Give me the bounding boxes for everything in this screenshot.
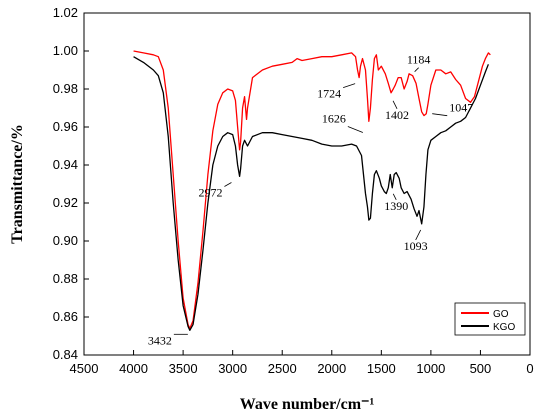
- x-tick-label: 2000: [317, 361, 346, 376]
- y-tick-label: 0.94: [53, 157, 78, 172]
- series-lines: [133, 50, 491, 331]
- y-tick-label: 0.90: [53, 233, 78, 248]
- x-tick-label: 0: [526, 361, 533, 376]
- peak-label: 1184: [407, 53, 431, 67]
- x-axis-title: Wave number/cm⁻¹: [240, 396, 375, 413]
- annotation-leader: [414, 67, 419, 72]
- y-axis-title: Transmittance/%: [9, 124, 26, 244]
- x-tick-label: 4000: [119, 361, 148, 376]
- y-tick-label: 0.86: [53, 309, 78, 324]
- series-line-kgo: [133, 56, 489, 331]
- peak-label: 1626: [322, 112, 346, 126]
- peak-label: 1402: [385, 108, 409, 122]
- y-tick-label: 1.02: [53, 5, 78, 20]
- x-tick-label: 3000: [218, 361, 247, 376]
- x-tick-label: 1500: [367, 361, 396, 376]
- legend-box: [454, 302, 526, 336]
- annotation-leader: [347, 126, 363, 133]
- peak-label: 3432: [148, 333, 172, 347]
- annotation-leader: [432, 113, 448, 117]
- y-tick-label: 0.92: [53, 195, 78, 210]
- x-tick-label: 1000: [416, 361, 445, 376]
- y-tick-label: 0.88: [53, 271, 78, 286]
- annotation-leader: [392, 193, 397, 200]
- x-tick-label: 2500: [268, 361, 297, 376]
- legend-label: GO: [493, 309, 509, 320]
- x-tick-label: 4500: [70, 361, 99, 376]
- y-axis-ticks: 0.84 0.86 0.88 0.90 0.92 0.94 0.96 0.98 1.00 1.02: [53, 5, 89, 362]
- y-tick-label: 0.84: [53, 347, 78, 362]
- peak-label: 2972: [198, 186, 222, 200]
- legend-label: KGO: [493, 322, 515, 333]
- peak-annotations: 3432 2972 1724 1626 1184 1402 1047 1390 1093: [148, 53, 473, 348]
- y-tick-label: 0.96: [53, 119, 78, 134]
- plot-frame: [83, 12, 531, 356]
- annotation-leader: [415, 229, 422, 241]
- x-tick-label: 3500: [169, 361, 198, 376]
- y-tick-label: 0.98: [53, 81, 78, 96]
- peak-label: 1390: [384, 199, 408, 213]
- x-axis-ticks: 4500 4000 3500 3000 2500 2000 1500 1000 500 0: [70, 350, 534, 376]
- annotation-leader: [224, 182, 232, 187]
- peak-label: 1093: [404, 239, 428, 253]
- annotation-leader: [392, 100, 398, 109]
- peak-label: 1724: [317, 87, 341, 101]
- legend: GO KGO: [454, 302, 526, 336]
- annotation-leader: [343, 83, 356, 88]
- y-tick-label: 1.00: [53, 43, 78, 58]
- x-tick-label: 500: [470, 361, 492, 376]
- peak-label: 1047: [449, 101, 473, 115]
- series-line-go: [133, 50, 491, 330]
